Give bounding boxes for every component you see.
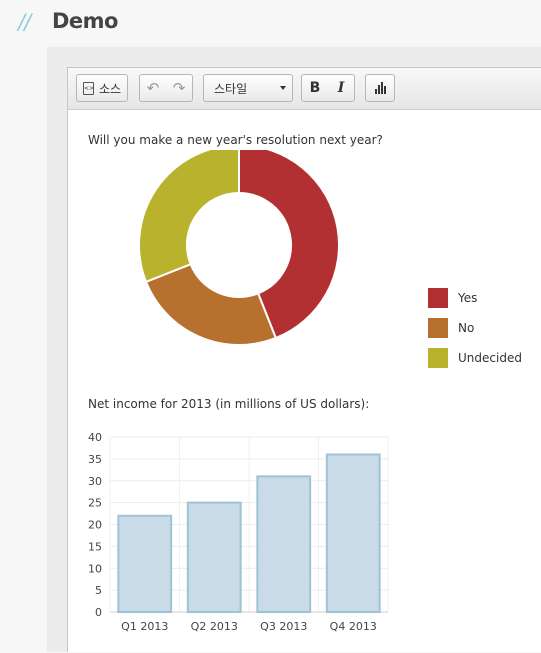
pie-chart: [138, 150, 340, 346]
legend-label-undecided: Undecided: [458, 351, 522, 365]
y-tick-label: 25: [88, 497, 102, 510]
history-group: ↶ ↷: [139, 74, 193, 102]
y-tick-label: 10: [88, 562, 102, 575]
bar-q3-2013: [256, 475, 312, 613]
bar-chart-icon: [374, 82, 386, 94]
x-tick-label: Q3 2013: [260, 620, 307, 633]
legend-swatch-undecided: [428, 348, 448, 368]
header-slashes: //: [18, 10, 31, 34]
style-dropdown[interactable]: 스타일: [204, 75, 292, 101]
source-button[interactable]: <> 소스: [77, 75, 127, 101]
legend-swatch-no: [428, 318, 448, 338]
y-tick-label: 0: [95, 606, 102, 619]
bar-chart: 0 5 10 15 20 25 30 35 40 Q1 2013 Q2 2013 Q3 2013 Q4 …: [88, 431, 389, 633]
legend-label-no: No: [458, 321, 475, 335]
insert-chart-button[interactable]: [366, 75, 394, 101]
x-tick-label: Q1 2013: [121, 620, 168, 633]
source-document-icon: <>: [83, 81, 94, 95]
bar-chart-title: Net income for 2013 (in millions of US d…: [88, 397, 370, 411]
editor-toolbar: <> 소스 ↶ ↷ 스타일 B I: [68, 68, 541, 110]
legend-item-undecided: Undecided: [428, 348, 522, 368]
legend-swatch-yes: [428, 288, 448, 308]
undo-icon: ↶: [146, 79, 160, 97]
style-dropdown-label: 스타일: [214, 81, 248, 96]
chart-group: [365, 74, 395, 102]
bar-q1-2013: [117, 514, 173, 613]
source-button-label: 소스: [99, 81, 122, 96]
redo-icon: ↷: [172, 79, 186, 97]
legend-label-yes: Yes: [458, 291, 478, 305]
y-tick-label: 5: [95, 584, 102, 597]
legend-item-no: No: [428, 318, 522, 338]
bold-button[interactable]: B: [309, 80, 321, 96]
y-tick-label: 20: [88, 519, 102, 532]
bar-q4-2013: [325, 453, 381, 613]
editor-content[interactable]: Will you make a new year's resolution ne…: [68, 110, 541, 653]
page-title: Demo: [52, 9, 118, 33]
pie-question-text: Will you make a new year's resolution ne…: [88, 133, 383, 147]
redo-button[interactable]: ↷: [166, 75, 192, 101]
bar-q2-2013: [186, 501, 242, 613]
format-group: B I: [301, 74, 355, 102]
source-group: <> 소스: [76, 74, 129, 102]
rich-text-editor[interactable]: <> 소스 ↶ ↷ 스타일 B I: [67, 67, 541, 652]
page-header: // Demo: [0, 0, 541, 44]
italic-button[interactable]: I: [337, 80, 345, 96]
x-tick-label: Q2 2013: [191, 620, 238, 633]
pie-slice-undecided: [138, 150, 240, 284]
y-tick-label: 35: [88, 453, 102, 466]
y-tick-label: 15: [88, 540, 102, 553]
x-tick-label: Q4 2013: [330, 620, 377, 633]
chevron-down-icon: [280, 86, 286, 90]
style-group: 스타일: [203, 74, 293, 102]
pie-slice-no: [144, 262, 278, 346]
pie-legend: Yes No Undecided: [428, 288, 522, 378]
legend-item-yes: Yes: [428, 288, 522, 308]
pie-slice-yes: [238, 150, 340, 340]
y-tick-label: 30: [88, 475, 102, 488]
y-tick-label: 40: [88, 431, 102, 444]
undo-button[interactable]: ↶: [140, 75, 166, 101]
